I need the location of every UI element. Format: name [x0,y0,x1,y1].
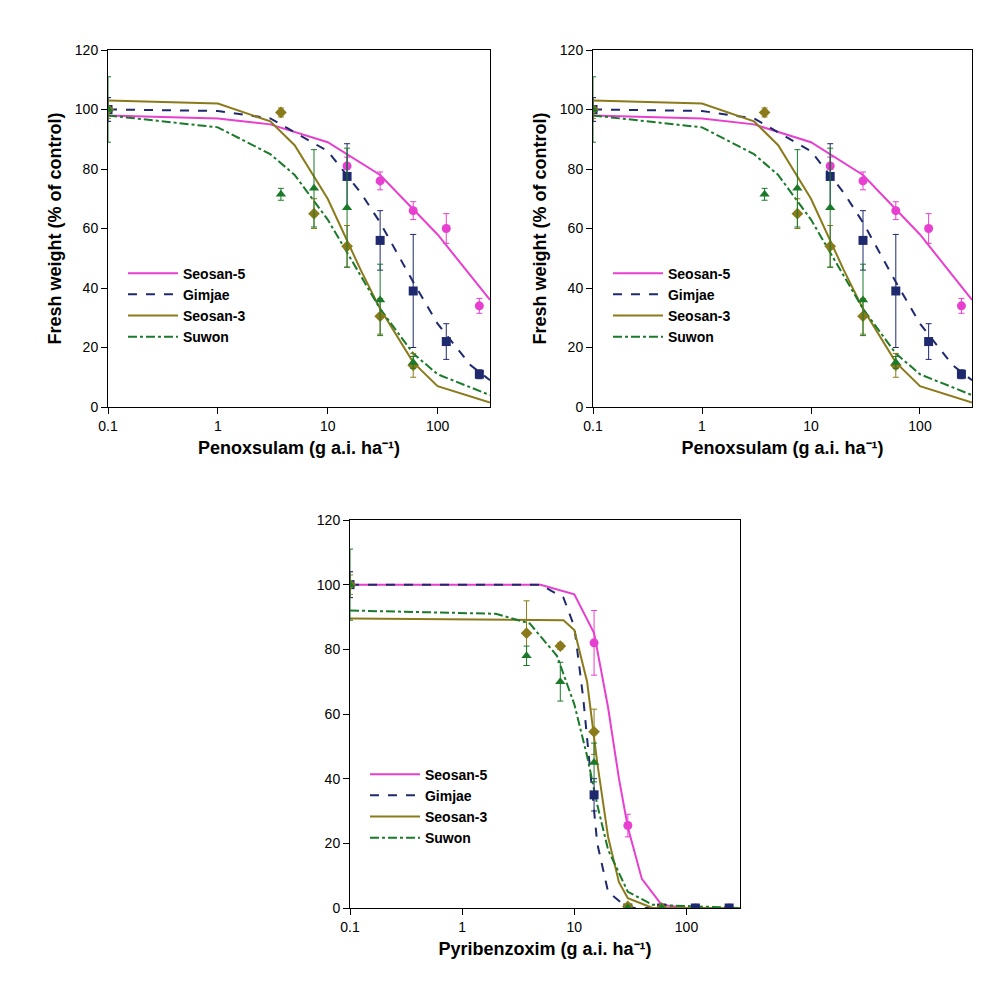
svg-text:Seosan-5: Seosan-5 [183,266,245,282]
svg-text:Seosan-3: Seosan-3 [183,308,245,324]
svg-text:0: 0 [575,399,583,415]
svg-text:10: 10 [803,418,819,434]
svg-text:80: 80 [568,161,584,177]
svg-text:100: 100 [560,101,584,117]
svg-text:60: 60 [325,706,341,722]
svg-text:10: 10 [567,919,583,935]
svg-text:Penoxsulam (g a.i. ha⁻¹): Penoxsulam (g a.i. ha⁻¹) [198,438,400,458]
svg-text:120: 120 [317,512,341,528]
svg-text:100: 100 [75,101,99,117]
svg-text:120: 120 [560,42,584,58]
svg-text:20: 20 [325,835,341,851]
svg-text:120: 120 [75,42,99,58]
svg-text:20: 20 [568,339,584,355]
svg-text:10: 10 [320,418,336,434]
svg-text:Seosan-5: Seosan-5 [668,266,730,282]
svg-text:0.1: 0.1 [340,919,360,935]
svg-text:100: 100 [317,577,341,593]
svg-text:1: 1 [458,919,466,935]
svg-text:40: 40 [325,771,341,787]
svg-text:100: 100 [675,919,699,935]
svg-text:Gimjae: Gimjae [183,287,230,303]
svg-text:40: 40 [83,280,99,296]
svg-text:0.1: 0.1 [98,418,118,434]
svg-text:Suwon: Suwon [425,830,471,846]
svg-text:100: 100 [426,418,450,434]
svg-text:60: 60 [568,220,584,236]
svg-text:Fresh weight (% of control): Fresh weight (% of control) [45,112,65,344]
svg-text:40: 40 [568,280,584,296]
svg-text:Gimjae: Gimjae [425,788,472,804]
svg-text:Suwon: Suwon [183,329,229,345]
svg-text:Fresh weight (% of control): Fresh weight (% of control) [530,112,550,344]
svg-text:Pyribenzoxim (g a.i. ha⁻¹): Pyribenzoxim (g a.i. ha⁻¹) [438,939,651,959]
svg-text:80: 80 [325,641,341,657]
svg-text:Gimjae: Gimjae [668,287,715,303]
svg-text:0: 0 [90,399,98,415]
svg-text:Seosan-5: Seosan-5 [425,767,487,783]
svg-text:Seosan-3: Seosan-3 [668,308,730,324]
svg-text:Penoxsulam (g a.i. ha⁻¹): Penoxsulam (g a.i. ha⁻¹) [681,438,883,458]
svg-text:1: 1 [214,418,222,434]
svg-text:80: 80 [83,161,99,177]
svg-text:1: 1 [698,418,706,434]
svg-text:Seosan-3: Seosan-3 [425,809,487,825]
svg-text:20: 20 [83,339,99,355]
svg-text:Suwon: Suwon [668,329,714,345]
svg-text:100: 100 [908,418,932,434]
svg-text:60: 60 [83,220,99,236]
svg-text:0.1: 0.1 [583,418,603,434]
svg-text:0: 0 [332,900,340,916]
